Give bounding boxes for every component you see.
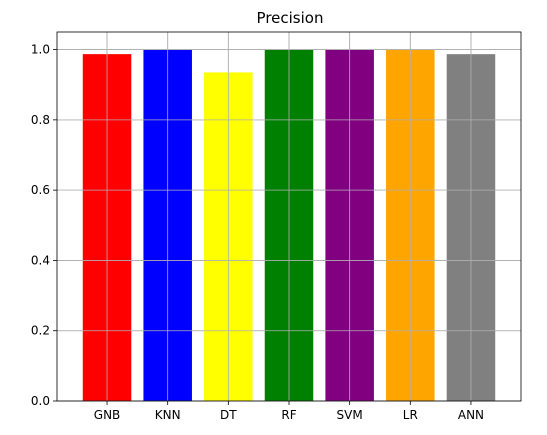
y-tick-label: 0.6 [31,183,50,197]
x-tick-label: ANN [458,408,484,422]
chart-title: Precision [257,9,324,27]
x-tick-label: KNN [155,408,181,422]
x-tick-labels: GNB KNN DT RF SVM LR ANN [94,408,484,422]
y-tick-label: 0.2 [31,324,50,338]
y-tick-labels: 0.0 0.2 0.4 0.6 0.8 1.0 [31,43,50,408]
y-tick-label: 0.0 [31,394,50,408]
grid-lines-overlay [57,32,521,402]
y-tick-label: 0.8 [31,113,50,127]
x-tick-label: GNB [94,408,121,422]
plot-frame [56,31,522,402]
axes [53,31,522,405]
x-tick-label: SVM [337,408,363,422]
x-tick-label: DT [220,408,237,422]
y-tick-label: 1.0 [31,43,50,57]
x-tick-label: LR [403,408,418,422]
y-tick-label: 0.4 [31,253,50,267]
x-tick-label: RF [281,408,296,422]
